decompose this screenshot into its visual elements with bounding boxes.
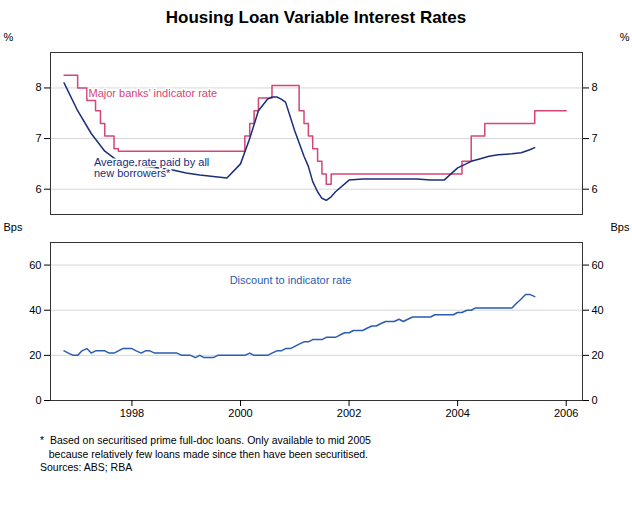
svg-text:20: 20 — [592, 349, 604, 361]
svg-text:Bps: Bps — [4, 221, 23, 233]
svg-text:40: 40 — [29, 304, 41, 316]
svg-text:Average rate paid by allnew bo: Average rate paid by allnew borrowers* — [94, 156, 209, 179]
html-text:* Based on securitised prime f: * Based on securitised prime full-doc lo… — [40, 434, 371, 474]
svg-text:%: % — [620, 31, 630, 43]
html-text:Housing Loan Variable Interest: Housing Loan Variable Interest Rates — [165, 8, 467, 27]
svg-text:0: 0 — [35, 394, 41, 406]
svg-text:2004: 2004 — [445, 407, 469, 419]
svg-text:Bps: Bps — [611, 221, 630, 233]
svg-text:8: 8 — [592, 81, 598, 93]
svg-text:7: 7 — [592, 132, 598, 144]
svg-text:2006: 2006 — [554, 407, 578, 419]
svg-text:7: 7 — [35, 132, 41, 144]
svg-text:%: % — [4, 31, 14, 43]
svg-text:40: 40 — [592, 304, 604, 316]
svg-text:2002: 2002 — [337, 407, 361, 419]
svg-text:6: 6 — [35, 183, 41, 195]
svg-text:6: 6 — [592, 183, 598, 195]
svg-text:Major banks’ indicator rate: Major banks’ indicator rate — [89, 87, 218, 99]
svg-text:1998: 1998 — [120, 407, 144, 419]
svg-text:8: 8 — [35, 81, 41, 93]
svg-text:60: 60 — [592, 259, 604, 271]
svg-text:2000: 2000 — [228, 407, 252, 419]
svg-text:60: 60 — [29, 259, 41, 271]
svg-text:20: 20 — [29, 349, 41, 361]
svg-text:Discount to indicator rate: Discount to indicator rate — [230, 274, 352, 286]
svg-text:0: 0 — [592, 394, 598, 406]
